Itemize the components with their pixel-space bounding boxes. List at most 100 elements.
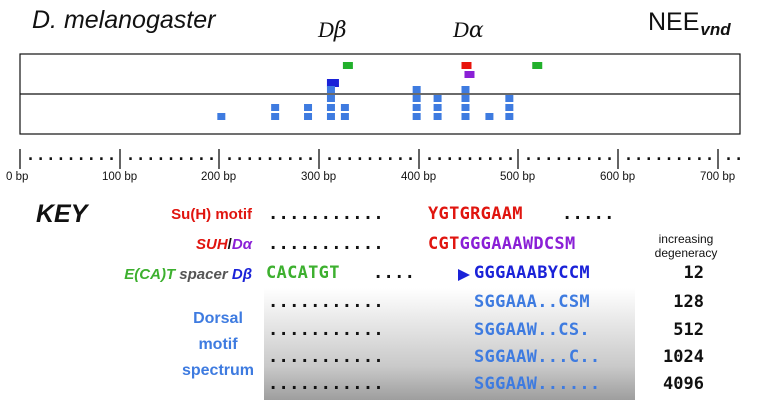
key-row5-dots: ........... (268, 320, 384, 340)
key-label-dalpha-greek: α (242, 236, 252, 253)
key-row5-seq: SGGAAW..CS. (474, 320, 590, 340)
ruler-dots-1: ......... (26, 146, 118, 164)
spacer-arrow-head (458, 269, 470, 281)
binding-site-23 (461, 86, 470, 93)
binding-site-21 (433, 104, 442, 111)
key-label-slash: / (227, 236, 232, 253)
binding-site-0 (342, 62, 353, 69)
key-row4-dots: ........... (268, 292, 384, 312)
ruler-dots-5: ......... (425, 146, 517, 164)
degeneracy-12: 12 (683, 263, 704, 283)
key-row7-dots: ........... (268, 374, 384, 394)
binding-site-19 (412, 113, 421, 120)
key-row6-dots: ........... (268, 347, 384, 367)
binding-site-30 (505, 113, 514, 120)
binding-site-11 (326, 95, 335, 102)
degeneracy-512: 512 (673, 320, 704, 340)
key-label-dalpha: Dα (232, 236, 252, 253)
d-beta-letter: D (318, 17, 334, 42)
key-row2-seq: CGTGGGAAAWDCSM (428, 234, 576, 254)
tick-label-100: 100 bp (102, 171, 138, 183)
key-row1-trail: ..... (562, 204, 615, 224)
ruler-dots-6: ......... (524, 146, 616, 164)
dorsal-spectrum-shading (264, 288, 635, 400)
binding-site-26 (461, 113, 470, 120)
binding-site-24 (461, 95, 470, 102)
ruler-dots-4: ......... (325, 146, 417, 164)
tick-label-700: 700 bp (700, 171, 736, 183)
binding-site-2 (532, 62, 543, 69)
binding-site-12 (326, 104, 335, 111)
binding-site-27 (485, 113, 494, 120)
binding-site-10 (326, 86, 335, 93)
ruler-dots-2: ......... (126, 146, 218, 164)
key-label-suh-dalpha: SUH/Dα (100, 236, 252, 253)
tick-label-300: 300 bp (301, 171, 337, 183)
key-row1-seq: YGTGRGAAM (428, 204, 523, 224)
key-row3-seq: GGGAAABYCCM (474, 263, 590, 283)
degeneracy-title: increasing degeneracy (646, 232, 726, 260)
key-label-suh: SUH (196, 236, 228, 253)
dorsal-label-line3: spectrum (181, 362, 255, 379)
d-beta-label: Dβ (318, 17, 347, 43)
ruler-dots-8: .. (724, 146, 745, 164)
tick-label-200: 200 bp (201, 171, 237, 183)
key-label-dbeta-letter: D (231, 266, 243, 283)
binding-site-5 (217, 113, 226, 120)
d-alpha-greek: α (468, 18, 484, 43)
binding-site-22 (433, 113, 442, 120)
binding-site-7 (271, 113, 280, 120)
site-map (19, 53, 741, 169)
tick-label-600: 600 bp (600, 171, 636, 183)
binding-site-3 (464, 71, 475, 78)
binding-site-4 (326, 79, 339, 87)
binding-site-9 (304, 113, 313, 120)
binding-site-15 (340, 113, 349, 120)
key-row3-spacer-dots: .... (373, 263, 416, 283)
binding-site-18 (412, 104, 421, 111)
binding-site-20 (433, 95, 442, 102)
tick-label-400: 400 bp (401, 171, 437, 183)
binding-site-14 (340, 104, 349, 111)
binding-site-25 (461, 104, 470, 111)
binding-site-28 (505, 95, 514, 102)
key-title: KEY (36, 200, 88, 228)
degeneracy-128: 128 (673, 292, 704, 312)
key-row1-dots: ........... (268, 204, 384, 224)
key-row4-seq: SGGAAA..CSM (474, 292, 590, 312)
element-subscript: vnd (700, 20, 731, 39)
binding-site-8 (304, 104, 313, 111)
tick-label-500: 500 bp (500, 171, 536, 183)
key-label-dbeta-greek: β (242, 266, 252, 283)
binding-site-29 (505, 104, 514, 111)
degeneracy-title-line2: degeneracy (654, 246, 718, 260)
key-row2-dots: ........... (268, 234, 384, 254)
d-alpha-letter: D (453, 17, 469, 42)
degeneracy-4096: 4096 (663, 374, 704, 394)
binding-site-16 (412, 86, 421, 93)
element-name: NEE (648, 8, 700, 36)
binding-site-13 (326, 113, 335, 120)
key-label-dalpha-letter: D (231, 236, 243, 253)
spacer-arrow (370, 269, 470, 281)
binding-sites (217, 62, 543, 120)
key-row7-seq: SGGAAW...... (474, 374, 601, 394)
tick-label-0: 0 bp (6, 171, 29, 183)
key-label-ecat-spacer: E(CA)T spacer Dβ (60, 266, 252, 283)
species-title: D. melanogaster (32, 6, 216, 34)
degeneracy-1024: 1024 (663, 347, 704, 367)
element-title: NEEvnd (648, 8, 731, 39)
binding-site-6 (271, 104, 280, 111)
ruler-dots-7: ......... (624, 146, 716, 164)
key-label-spacer: spacer (175, 266, 232, 283)
dorsal-label-line1: Dorsal (193, 310, 243, 327)
binding-site-1 (461, 62, 472, 69)
key-label-dbeta: Dβ (232, 266, 252, 283)
key-row3-spacer-seq: CACATGT (266, 263, 340, 283)
dorsal-spectrum-label: Dorsal motif spectrum (176, 306, 260, 384)
key-row2-seq-suh: CGT (428, 234, 460, 254)
binding-site-17 (412, 95, 421, 102)
d-alpha-label: Dα (453, 17, 484, 43)
degeneracy-title-line1: increasing (658, 232, 714, 246)
dorsal-label-line2: motif (198, 336, 238, 353)
